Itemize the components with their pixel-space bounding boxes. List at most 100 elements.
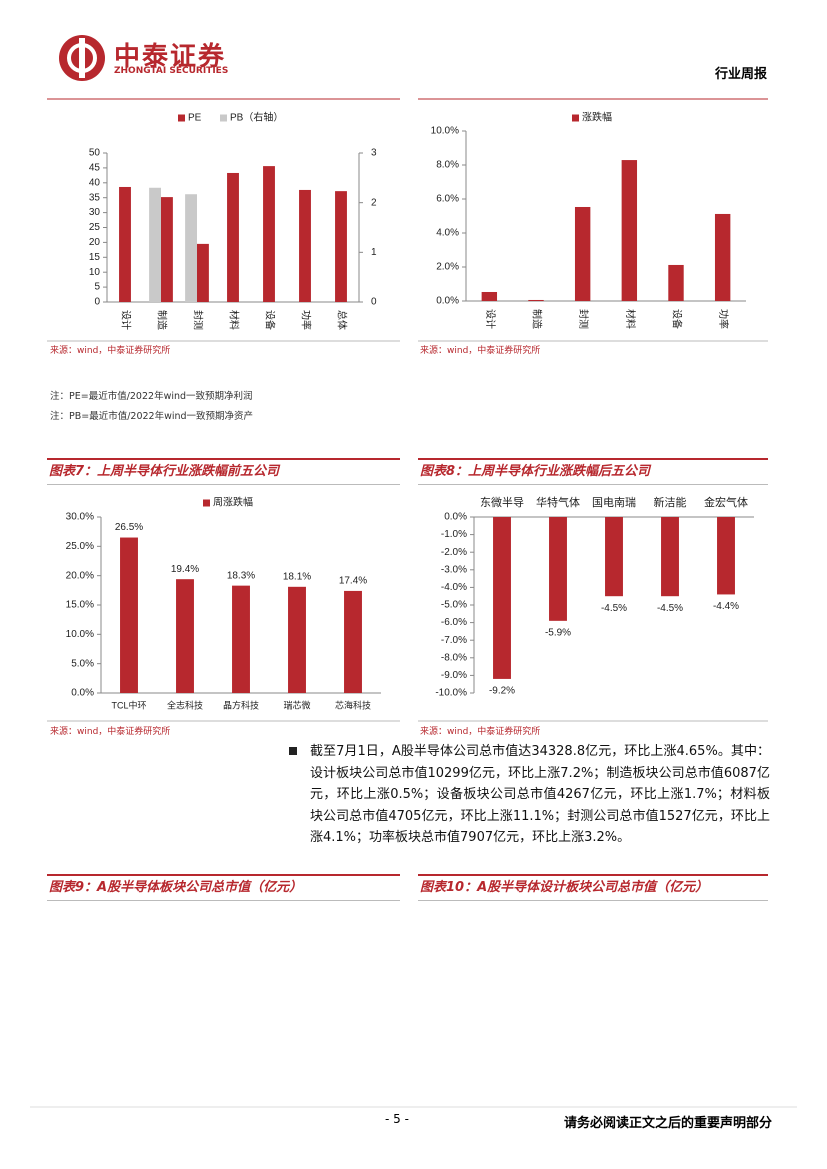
value-label: 19.4% — [171, 564, 199, 575]
bar — [528, 299, 544, 301]
value-label: 26.5% — [115, 522, 143, 533]
y-tick-label: 2.0% — [436, 262, 459, 273]
bar — [119, 186, 131, 302]
source: 来源：wind，中泰证券研究所 — [420, 346, 541, 356]
x-tick-label: 瑞芯微 — [283, 699, 310, 710]
figure-title: 图表8：上周半导体行业涨跌幅后五公司 — [418, 458, 768, 485]
value-label: -4.4% — [713, 601, 739, 612]
x-tick-label: 东微半导 — [480, 495, 524, 509]
figure-title: 图表9：A股半导体板块公司总市值（亿元） — [47, 874, 400, 901]
y-tick-label: 10 — [89, 267, 101, 278]
bar — [661, 517, 679, 597]
bar — [717, 517, 735, 595]
source: 来源：wind，中泰证券研究所 — [50, 346, 171, 356]
y2-tick-label: 2 — [371, 197, 377, 208]
x-tick-label: 晶方科技 — [223, 699, 259, 710]
y-tick-label: 25.0% — [66, 541, 94, 552]
y2-tick-label: 0 — [371, 297, 377, 308]
legend-label: PB（右轴） — [230, 111, 283, 124]
y-tick-label: -2.0% — [441, 547, 467, 558]
legend-label: 周涨跌幅 — [213, 496, 253, 509]
y-tick-label: -1.0% — [441, 529, 467, 540]
y-tick-label: 45 — [89, 163, 101, 174]
y-tick-label: -4.0% — [441, 582, 467, 593]
bar — [481, 291, 498, 301]
y-tick-label: 25 — [89, 222, 101, 233]
value-label: 18.3% — [227, 570, 255, 581]
legend-label: 涨跌幅 — [582, 111, 612, 124]
legend-swatch — [203, 499, 210, 507]
bar — [344, 590, 362, 693]
y-tick-label: 5.0% — [71, 658, 94, 669]
y-tick-label: 4.0% — [436, 228, 459, 239]
x-tick-label: 国电南瑞 — [592, 495, 636, 509]
y-tick-label: 20 — [89, 237, 101, 248]
y-tick-label: 30.0% — [66, 512, 94, 523]
bar — [621, 160, 638, 301]
y-tick-label: 10.0% — [431, 126, 459, 137]
y-tick-label: -7.0% — [441, 635, 467, 646]
x-tick-label: 设计 — [120, 310, 133, 330]
legend-label: PE — [188, 113, 202, 124]
bar — [605, 517, 623, 597]
y-tick-label: 30 — [89, 207, 101, 218]
bar — [574, 206, 591, 301]
y-tick-label: -9.0% — [441, 670, 467, 681]
x-tick-label: 设备 — [671, 309, 684, 329]
x-tick-label: 金宏气体 — [704, 495, 748, 509]
brand-en: ZHONGTAI SECURITIES — [114, 66, 229, 76]
bar — [149, 187, 161, 302]
bar — [232, 585, 250, 693]
bar — [197, 243, 209, 302]
x-tick-label: 设备 — [264, 310, 277, 330]
figure-title: 图表7：上周半导体行业涨跌幅前五公司 — [47, 458, 400, 485]
bar — [299, 189, 311, 302]
legend-swatch — [220, 114, 227, 122]
disclaimer: 请务必阅读正文之后的重要声明部分 — [563, 1116, 772, 1131]
y-tick-label: 0.0% — [436, 296, 459, 307]
bar — [161, 197, 173, 302]
y-tick-label: 0 — [94, 297, 100, 308]
x-tick-label: 芯海科技 — [335, 699, 371, 710]
source: 来源：wind，中泰证券研究所 — [50, 727, 171, 737]
x-tick-label: 封测 — [192, 310, 205, 330]
bar — [668, 264, 684, 301]
y-tick-label: -8.0% — [441, 652, 467, 663]
y-tick-label: 8.0% — [436, 160, 459, 171]
y-tick-label: -3.0% — [441, 564, 467, 575]
y2-tick-label: 3 — [371, 148, 377, 159]
y-tick-label: -10.0% — [435, 688, 467, 699]
y-tick-label: 0.0% — [444, 512, 467, 523]
y-tick-label: 6.0% — [436, 194, 459, 205]
x-tick-label: 设计 — [484, 309, 497, 329]
bar — [227, 172, 239, 302]
brand: 中泰证券 — [114, 42, 227, 72]
x-tick-label: 全志科技 — [167, 699, 203, 710]
y-tick-label: 20.0% — [66, 570, 94, 581]
bar — [185, 194, 197, 302]
x-tick-label: 新洁能 — [654, 495, 687, 509]
y-tick-label: 5 — [94, 282, 100, 293]
y-tick-label: 15 — [89, 252, 101, 263]
y-tick-label: 15.0% — [66, 600, 94, 611]
y-tick-label: 40 — [89, 177, 101, 188]
bar — [549, 517, 567, 621]
figure-title: 图表10：A股半导体设计板块公司总市值（亿元） — [418, 874, 768, 901]
y-tick-label: 35 — [89, 192, 101, 203]
x-tick-label: 材料 — [624, 309, 637, 329]
value-label: -9.2% — [489, 686, 515, 697]
y-tick-label: 10.0% — [66, 629, 94, 640]
bar — [714, 213, 731, 301]
legend-swatch — [178, 114, 185, 122]
bar — [288, 586, 306, 693]
legend-swatch — [572, 114, 579, 122]
y2-tick-label: 1 — [371, 247, 377, 258]
x-tick-label: 功率 — [717, 309, 730, 329]
x-tick-label: 封测 — [577, 309, 590, 329]
value-label: -4.5% — [657, 603, 683, 614]
logo-bar — [79, 38, 85, 78]
x-tick-label: 华特气体 — [536, 495, 580, 509]
bar — [335, 191, 347, 302]
x-tick-label: 制造 — [156, 310, 169, 330]
